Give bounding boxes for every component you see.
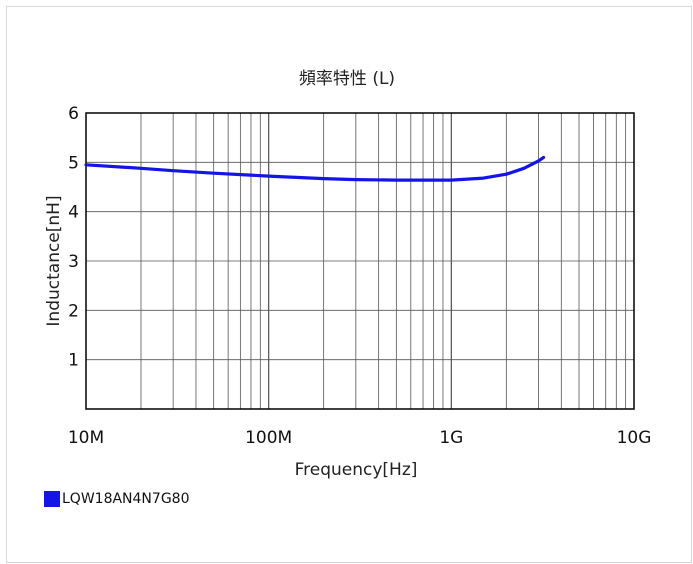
y-tick-label: 2 bbox=[68, 301, 79, 321]
y-axis-label: Inductance[nH] bbox=[44, 195, 64, 326]
chart-frame bbox=[6, 6, 692, 563]
x-axis-label: Frequency[Hz] bbox=[295, 460, 418, 480]
chart-title: 頻率特性 (L) bbox=[299, 69, 395, 89]
x-tick-label: 10M bbox=[68, 428, 104, 448]
tick-labels: 10M 100M 1G 10G 1 2 3 4 5 6 bbox=[68, 104, 652, 448]
legend: LQW18AN4N7G80 bbox=[44, 491, 189, 507]
series-group bbox=[84, 155, 546, 182]
series-line bbox=[84, 155, 546, 182]
y-tick-label: 6 bbox=[68, 104, 79, 124]
y-tick-label: 1 bbox=[68, 351, 79, 371]
grid bbox=[85, 112, 635, 409]
legend-label: LQW18AN4N7G80 bbox=[62, 491, 190, 507]
y-tick-label: 4 bbox=[68, 203, 79, 223]
legend-swatch bbox=[44, 491, 60, 507]
y-tick-label: 5 bbox=[68, 153, 79, 173]
x-tick-label: 1G bbox=[439, 428, 463, 448]
x-tick-label: 10G bbox=[617, 428, 652, 448]
plot-area bbox=[85, 112, 635, 410]
y-tick-label: 3 bbox=[68, 252, 79, 272]
x-tick-label: 100M bbox=[245, 428, 292, 448]
